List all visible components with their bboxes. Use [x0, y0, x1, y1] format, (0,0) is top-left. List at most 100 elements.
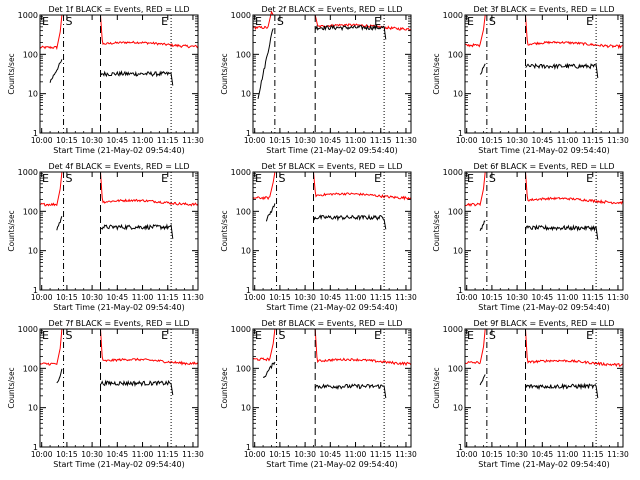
y-axis-label: Counts/sec: [7, 210, 16, 251]
y-tick-label: 100: [448, 364, 463, 373]
y-tick-label: 1000: [443, 168, 463, 177]
y-tick-label: 1: [33, 443, 38, 452]
x-tick-label: 10:15: [269, 136, 291, 145]
x-tick-label: 11:15: [582, 136, 604, 145]
x-tick-label: 10:30: [294, 136, 316, 145]
lld-series-post: [100, 328, 199, 366]
events-series-post: [525, 382, 599, 399]
events-series-post: [100, 70, 174, 86]
y-tick-label: 1000: [231, 168, 251, 177]
x-tick-label: 10:00: [31, 293, 53, 302]
lld-series-pre: [252, 171, 276, 201]
events-series-pre: [479, 63, 486, 75]
x-tick-label: 11:00: [345, 450, 367, 459]
marker-label-e: E: [467, 329, 474, 342]
plot-frame: [252, 328, 412, 448]
x-tick-label: 11:15: [370, 293, 392, 302]
x-tick-label: 10:45: [107, 136, 129, 145]
marker-label-s: S: [489, 329, 496, 342]
events-series-pre: [262, 361, 276, 378]
x-tick-label: 10:45: [532, 136, 554, 145]
x-tick-label: 10:15: [481, 293, 503, 302]
panel-title: Det 5f BLACK = Events, RED = LLD: [261, 162, 402, 171]
x-axis-label: Start Time (21-May-02 09:54:40): [53, 146, 184, 155]
lld-series-post: [100, 171, 199, 207]
events-series-pre: [56, 368, 63, 384]
marker-label-s: S: [66, 15, 73, 28]
x-axis-label: Start Time (21-May-02 09:54:40): [478, 303, 609, 312]
y-tick-label: 100: [23, 364, 38, 373]
x-tick-label: 11:30: [607, 293, 629, 302]
x-tick-label: 10:00: [244, 293, 266, 302]
x-tick-label: 10:15: [481, 450, 503, 459]
y-tick-label: 1: [33, 286, 38, 295]
x-tick-label: 10:30: [506, 450, 528, 459]
lld-series-pre: [252, 328, 276, 362]
marker-label-s: S: [66, 329, 73, 342]
marker-label-e: E: [586, 15, 593, 28]
panel-title: Det 7f BLACK = Events, RED = LLD: [48, 319, 189, 328]
x-tick-label: 10:15: [56, 293, 78, 302]
marker-label-e: E: [255, 15, 262, 28]
y-tick-label: 10: [241, 404, 251, 413]
lld-series-post: [100, 14, 199, 49]
y-tick-label: 100: [236, 50, 251, 59]
lld-series-post: [525, 171, 624, 205]
x-tick-label: 11:15: [157, 450, 179, 459]
x-tick-label: 11:00: [132, 450, 154, 459]
marker-label-e: E: [161, 329, 168, 342]
y-tick-label: 100: [448, 207, 463, 216]
x-tick-label: 10:30: [81, 293, 103, 302]
marker-label-e: E: [374, 15, 381, 28]
x-tick-label: 10:30: [506, 136, 528, 145]
lld-series-post: [314, 328, 412, 367]
x-tick-label: 10:15: [56, 136, 78, 145]
plot-frame: [39, 171, 199, 291]
x-tick-label: 10:45: [107, 450, 129, 459]
lld-series-post: [525, 14, 624, 50]
marker-label-e: E: [255, 172, 262, 185]
x-tick-label: 11:00: [345, 293, 367, 302]
x-axis-label: Start Time (21-May-02 09:54:40): [266, 146, 397, 155]
y-tick-label: 10: [241, 247, 251, 256]
marker-label-e: E: [161, 15, 168, 28]
y-tick-label: 10: [28, 90, 38, 99]
x-tick-label: 11:30: [182, 136, 204, 145]
y-tick-label: 10: [453, 404, 463, 413]
y-axis-label: Counts/sec: [432, 53, 441, 94]
events-series-pre: [265, 203, 276, 222]
events-series-pre: [479, 220, 486, 231]
x-tick-label: 10:15: [269, 450, 291, 459]
y-axis-label: Counts/sec: [220, 53, 229, 94]
x-axis-label: Start Time (21-May-02 09:54:40): [53, 460, 184, 469]
events-series-post: [525, 62, 599, 79]
plot-frame: [464, 328, 624, 448]
lld-series-pre: [464, 171, 486, 207]
marker-label-s: S: [489, 172, 496, 185]
x-tick-label: 11:30: [395, 293, 417, 302]
y-axis-label: Counts/sec: [220, 367, 229, 408]
y-tick-label: 1: [33, 129, 38, 138]
marker-label-e: E: [374, 172, 381, 185]
marker-label-s: S: [277, 15, 284, 28]
x-tick-label: 11:15: [370, 136, 392, 145]
x-tick-label: 11:15: [157, 136, 179, 145]
x-axis-label: Start Time (21-May-02 09:54:40): [266, 460, 397, 469]
y-tick-label: 100: [448, 50, 463, 59]
x-tick-label: 10:00: [244, 136, 266, 145]
lld-series-pre: [39, 171, 63, 207]
y-tick-label: 100: [236, 364, 251, 373]
x-axis-label: Start Time (21-May-02 09:54:40): [266, 303, 397, 312]
y-tick-label: 10: [28, 404, 38, 413]
plot-frame: [39, 14, 199, 134]
plot-frame: [464, 171, 624, 291]
y-axis-label: Counts/sec: [432, 367, 441, 408]
x-tick-label: 10:00: [31, 136, 53, 145]
events-series-post: [314, 24, 387, 40]
y-tick-label: 1: [458, 443, 463, 452]
